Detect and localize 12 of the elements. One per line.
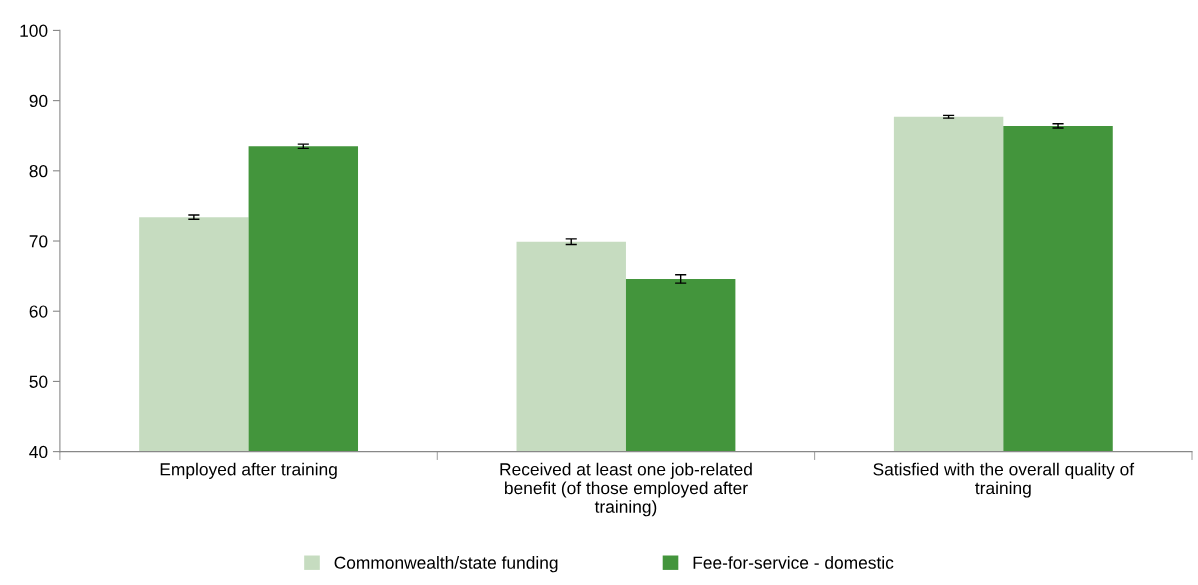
legend-label: Fee-for-service - domestic: [693, 556, 894, 569]
y-tick-label: 50: [29, 375, 48, 388]
y-tick-label: 80: [29, 164, 48, 178]
y-tick-label: 100: [20, 24, 48, 37]
y-tick-label: 70: [29, 235, 48, 248]
y-tick-label: 60: [29, 305, 48, 318]
x-tick-label: Employed after training: [160, 462, 337, 479]
x-tick-label: Satisfied with the overall quality of training: [873, 462, 1135, 498]
x-tick-label: Received at least one job-related benefit (of those employed after training): [500, 462, 752, 517]
legend-label: Commonwealth/state funding: [334, 556, 558, 573]
y-tick-label: 90: [29, 94, 48, 108]
y-tick-label: 40: [29, 445, 48, 459]
